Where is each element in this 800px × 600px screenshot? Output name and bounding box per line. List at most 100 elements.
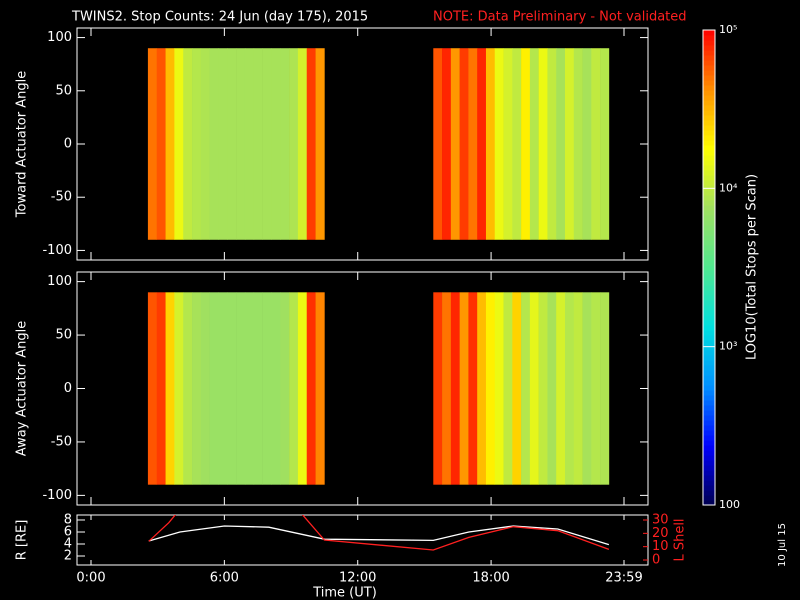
colorbar-swatch — [703, 415, 715, 421]
heatmap-cell — [529, 48, 539, 240]
heatmap-cell — [591, 48, 601, 240]
colorbar-swatch — [703, 270, 715, 276]
heatmap-cell — [564, 48, 575, 240]
colorbar-swatch — [703, 175, 715, 181]
heatmap-cell — [521, 48, 531, 240]
y-tick-label: -100 — [42, 488, 72, 503]
y2-tick-label: 30 — [652, 513, 669, 528]
heatmap-cell — [306, 292, 316, 485]
colorbar-swatch — [703, 345, 715, 351]
colorbar-swatch — [703, 145, 715, 151]
colorbar-swatch — [703, 80, 715, 86]
colorbar-swatch — [703, 420, 715, 426]
heatmap-cell — [192, 292, 202, 485]
heatmap-cell — [556, 292, 566, 485]
colorbar-swatch — [703, 325, 715, 331]
colorbar-swatch — [703, 100, 715, 106]
colorbar-swatch — [703, 455, 715, 461]
heatmap-cell — [297, 48, 308, 240]
heatmap-cell — [253, 292, 263, 485]
colorbar-swatch — [703, 50, 715, 56]
y-tick-label: 50 — [55, 328, 72, 343]
colorbar-swatch — [703, 460, 715, 466]
colorbar-swatch — [703, 385, 715, 391]
heatmap-cell — [227, 292, 237, 485]
colorbar-swatch — [703, 330, 715, 336]
colorbar-swatch — [703, 500, 715, 506]
y2-axis-label: L Shell — [673, 518, 688, 561]
x-tick-label: 6:00 — [210, 571, 239, 586]
heatmap-cell — [512, 292, 522, 485]
colorbar-swatch — [703, 365, 715, 371]
colorbar-swatch — [703, 390, 715, 396]
heatmap-cell — [485, 48, 496, 240]
heatmap-cell — [600, 48, 610, 240]
heatmap-cell — [147, 48, 158, 240]
series-line — [148, 515, 610, 551]
colorbar-swatch — [703, 470, 715, 476]
heatmap-cell — [174, 292, 184, 485]
colorbar-swatch — [703, 55, 715, 61]
heatmap-cell — [147, 292, 158, 485]
x-axis-label: Time (UT) — [312, 586, 377, 600]
heatmap-cell — [564, 292, 575, 485]
colorbar-swatch — [703, 350, 715, 356]
heatmap-cell — [218, 292, 228, 485]
x-tick-label: 12:00 — [339, 571, 376, 586]
heatmap-cell — [547, 292, 557, 485]
heatmap-cell — [521, 292, 531, 485]
heatmap-cell — [573, 48, 583, 240]
colorbar-swatch — [703, 430, 715, 436]
heatmap-cell — [494, 48, 504, 240]
colorbar-swatch — [703, 75, 715, 81]
colorbar-swatch — [703, 235, 715, 241]
colorbar-swatch — [703, 240, 715, 246]
colorbar-swatch — [703, 485, 715, 491]
y-tick-label: -50 — [51, 434, 72, 449]
colorbar-swatch — [703, 135, 715, 141]
heatmap-cell — [477, 292, 487, 485]
heatmap-cell — [503, 292, 513, 485]
heatmap-cell — [200, 48, 210, 240]
colorbar-swatch — [703, 225, 715, 231]
heatmap-cell — [485, 292, 496, 485]
heatmap-cell — [253, 48, 263, 240]
colorbar-swatch — [703, 180, 715, 186]
x-tick-label: 0:00 — [76, 571, 105, 586]
heatmap-cell — [494, 292, 504, 485]
colorbar-swatch — [703, 310, 715, 316]
colorbar-swatch — [703, 120, 715, 126]
heatmap-cell — [512, 48, 522, 240]
heatmap-cell — [582, 48, 592, 240]
colorbar-tick-label: 10³ — [719, 340, 737, 353]
y-tick-label: -100 — [42, 243, 72, 258]
y-tick-label: -50 — [51, 190, 72, 205]
colorbar-tick-label: 10⁵ — [719, 23, 737, 36]
heatmap-cell — [538, 292, 548, 485]
y-axis-label: R [RE] — [15, 520, 30, 561]
heatmap-cell — [433, 48, 443, 240]
colorbar-swatch — [703, 305, 715, 311]
colorbar-swatch — [703, 160, 715, 166]
colorbar-swatch — [703, 490, 715, 496]
heatmap-cell — [529, 292, 539, 485]
heatmap-cell — [538, 48, 548, 240]
heatmap-cell — [600, 292, 610, 485]
colorbar-swatch — [703, 70, 715, 76]
y-tick-label: 8 — [64, 512, 72, 527]
series-line — [148, 525, 610, 546]
colorbar-swatch — [703, 65, 715, 71]
heatmap-cell — [174, 48, 184, 240]
heatmap-cell — [209, 292, 219, 485]
colorbar-swatch — [703, 60, 715, 66]
colorbar-swatch — [703, 360, 715, 366]
colorbar-tick-label: 100 — [719, 498, 740, 511]
heatmap-cell — [227, 48, 237, 240]
heatmap-cell — [244, 48, 255, 240]
colorbar-swatch — [703, 165, 715, 171]
colorbar-swatch — [703, 205, 715, 211]
colorbar-swatch — [703, 110, 715, 116]
colorbar-swatch — [703, 85, 715, 91]
colorbar-swatch — [703, 265, 715, 271]
colorbar-swatch — [703, 255, 715, 261]
